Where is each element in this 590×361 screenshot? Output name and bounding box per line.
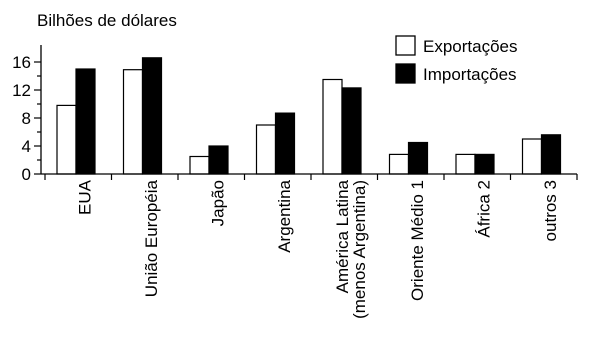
axes-group: 0 4 8 12 16 <box>12 45 578 184</box>
x-tick-label: EUA <box>75 179 94 215</box>
legend-swatch-exportacoes <box>395 35 416 56</box>
legend-swatch-importacoes <box>395 63 416 84</box>
y-tick-label: 16 <box>12 53 31 72</box>
bar-exportacoes-6 <box>455 153 476 175</box>
bar-exportacoes-2 <box>189 155 210 175</box>
y-axis-label: Bilhões de dólares <box>37 11 177 30</box>
legend-label-exportacoes: Exportações <box>423 37 518 56</box>
x-tick-label: África 2 <box>474 180 493 238</box>
bar-exportacoes-7 <box>521 138 543 175</box>
x-tick-label: América Latina <box>333 179 352 293</box>
x-tick-label: (menos Argentina) <box>350 180 369 319</box>
bar-importacoes-7 <box>540 134 562 175</box>
bar-exportacoes-4 <box>322 78 343 175</box>
bar-importacoes-3 <box>274 112 296 175</box>
bar-importacoes-2 <box>208 145 229 175</box>
x-tick-labels: EUA União Européia Japão Argentina América L… <box>75 179 560 319</box>
x-tick-label: Japão <box>208 180 227 226</box>
legend-label-importacoes: Importações <box>423 65 517 84</box>
x-tick-label: Argentina <box>275 179 294 252</box>
bar-exportacoes-5 <box>388 153 410 175</box>
bar-importacoes-1 <box>141 57 163 175</box>
bar-importacoes-5 <box>407 141 429 175</box>
bar-exportacoes-3 <box>255 124 277 175</box>
y-tick-label: 8 <box>22 109 31 128</box>
legend: Exportações Importações <box>395 35 518 84</box>
y-tick-label: 12 <box>12 81 31 100</box>
bars-group <box>56 57 562 175</box>
x-tick-label: União Européia <box>142 179 161 297</box>
bar-importacoes-4 <box>341 87 362 175</box>
bar-importacoes-6 <box>474 153 495 175</box>
bar-exportacoes-0 <box>56 104 77 175</box>
bar-importacoes-0 <box>75 68 96 175</box>
y-tick-label: 0 <box>22 165 31 184</box>
bar-exportacoes-1 <box>122 69 144 175</box>
y-tick-label: 4 <box>22 137 31 156</box>
x-tick-label: Oriente Médio 1 <box>408 180 427 301</box>
x-tick-label: outros 3 <box>541 180 560 241</box>
